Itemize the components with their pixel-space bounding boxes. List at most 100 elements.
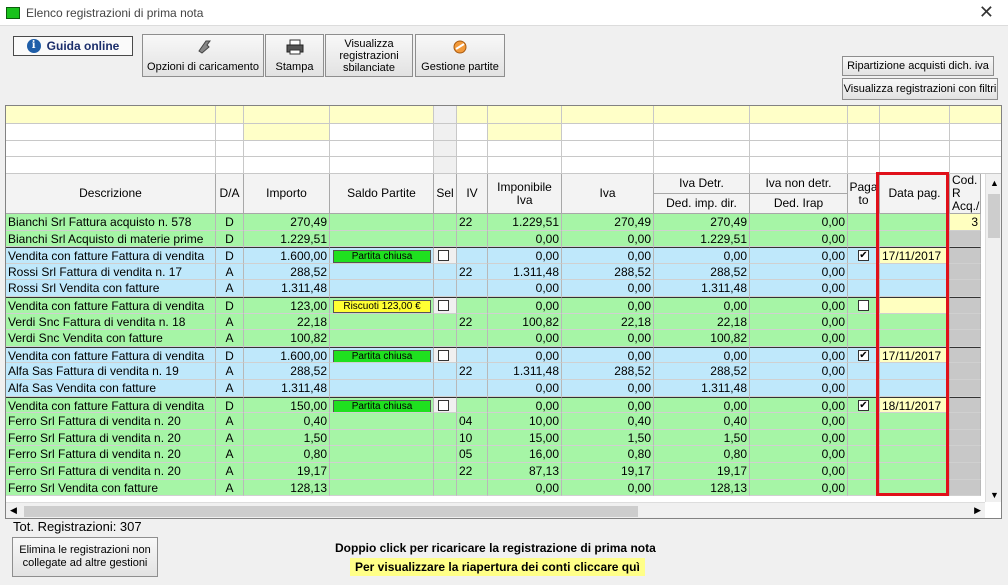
filter-cell[interactable] — [562, 141, 654, 157]
filter-cell[interactable] — [848, 157, 880, 174]
filter-cell[interactable] — [654, 141, 750, 157]
saldo-badge[interactable]: Partita chiusa — [333, 349, 431, 363]
filter-cell[interactable] — [950, 157, 1001, 174]
cell-saldo[interactable] — [330, 380, 434, 397]
cell-sel[interactable] — [434, 479, 457, 497]
elimina-registrazioni-button[interactable]: Elimina le registrazioni non collegate a… — [12, 537, 158, 577]
cell-saldo[interactable] — [330, 463, 434, 480]
col-importo[interactable]: Importo — [244, 174, 330, 214]
horizontal-scrollbar[interactable]: ◀ ▶ — [6, 502, 985, 518]
cell-sel[interactable] — [434, 446, 457, 463]
table-row[interactable]: Ferro Srl Fattura di vendita n. 20 A 0,80 0… — [6, 446, 981, 463]
guida-online-button[interactable]: i Guida online — [13, 36, 133, 56]
cell-saldo[interactable] — [330, 263, 434, 281]
cell-pag[interactable] — [848, 429, 880, 447]
vertical-scroll-thumb[interactable] — [988, 194, 1000, 238]
cell-saldo[interactable]: Partita chiusa — [330, 247, 434, 264]
cell-sel[interactable] — [434, 330, 457, 347]
cell-sel[interactable] — [434, 247, 457, 264]
filter-cell[interactable] — [488, 106, 562, 124]
filter-cell[interactable] — [457, 141, 488, 157]
scroll-up-icon[interactable]: ▲ — [990, 178, 999, 188]
filter-cell[interactable] — [654, 124, 750, 141]
filter-cell[interactable] — [488, 124, 562, 141]
filter-cell[interactable] — [216, 124, 244, 141]
table-row[interactable]: Vendita con fatture Fattura di vendita D 1… — [6, 297, 981, 314]
filter-cell[interactable] — [434, 141, 457, 157]
filter-cell[interactable] — [330, 157, 434, 174]
filter-cell[interactable] — [654, 106, 750, 124]
filter-cell[interactable] — [244, 157, 330, 174]
cell-pag[interactable] — [848, 297, 880, 314]
sel-checkbox[interactable] — [438, 300, 449, 311]
cell-pag[interactable] — [848, 463, 880, 480]
horizontal-scroll-thumb[interactable] — [24, 506, 638, 517]
col-iva-non-detr[interactable]: Iva non detr. — [750, 174, 848, 194]
saldo-badge[interactable]: Partita chiusa — [333, 250, 431, 263]
ripartizione-button[interactable]: Ripartizione acquisti dich. iva — [842, 56, 994, 76]
cell-pag[interactable]: ✔ — [848, 396, 880, 414]
filter-area[interactable] — [6, 106, 1001, 174]
col-pagato[interactable]: Paga to — [848, 174, 880, 214]
stampa-button[interactable]: Stampa — [265, 34, 324, 77]
cell-saldo[interactable] — [330, 363, 434, 380]
sel-checkbox[interactable] — [438, 250, 449, 262]
cell-saldo[interactable]: Partita chiusa — [330, 346, 434, 364]
filter-cell[interactable] — [6, 157, 216, 174]
pagato-checkbox[interactable]: ✔ — [858, 349, 869, 361]
table-row[interactable]: Ferro Srl Fattura di vendita n. 20 A 19,17… — [6, 463, 981, 480]
saldo-badge[interactable]: Riscuoti 123,00 € — [333, 300, 431, 313]
filter-cell[interactable] — [216, 157, 244, 174]
filter-cell[interactable] — [562, 124, 654, 141]
cell-pag[interactable] — [848, 280, 880, 297]
filter-cell[interactable] — [488, 141, 562, 157]
cell-pag[interactable] — [848, 446, 880, 463]
cell-sel[interactable] — [434, 346, 457, 364]
cell-saldo[interactable] — [330, 330, 434, 347]
col-data-pag[interactable]: Data pag. — [880, 174, 950, 214]
cell-sel[interactable] — [434, 280, 457, 297]
cell-sel[interactable] — [434, 429, 457, 447]
col-saldo-partite[interactable]: Saldo Partite — [330, 174, 434, 214]
filter-cell[interactable] — [216, 141, 244, 157]
opzioni-caricamento-button[interactable]: Opzioni di caricamento — [142, 34, 264, 77]
cell-saldo[interactable]: Riscuoti 123,00 € — [330, 297, 434, 314]
scroll-left-icon[interactable]: ◀ — [10, 505, 17, 515]
filter-cell[interactable] — [244, 106, 330, 124]
table-row[interactable]: Rossi Srl Fattura di vendita n. 17 A 288,5… — [6, 263, 981, 281]
filter-cell[interactable] — [950, 141, 1001, 157]
filter-cell[interactable] — [457, 157, 488, 174]
filter-cell[interactable] — [950, 124, 1001, 141]
scroll-right-icon[interactable]: ▶ — [974, 505, 981, 515]
cell-saldo[interactable] — [330, 479, 434, 497]
cell-pag[interactable] — [848, 413, 880, 430]
filter-cell[interactable] — [244, 124, 330, 141]
filter-cell[interactable] — [457, 106, 488, 124]
table-row[interactable]: Ferro Srl Fattura di vendita n. 20 A 1,50 1… — [6, 429, 981, 447]
cell-saldo[interactable] — [330, 313, 434, 331]
scroll-down-icon[interactable]: ▼ — [990, 490, 999, 500]
cell-sel[interactable] — [434, 413, 457, 430]
table-row[interactable]: Alfa Sas Fattura di vendita n. 19 A 288,52… — [6, 363, 981, 380]
col-sel[interactable]: Sel — [434, 174, 457, 214]
cell-saldo[interactable]: Partita chiusa — [330, 396, 434, 414]
cell-pag[interactable] — [848, 330, 880, 347]
table-row[interactable]: Ferro Srl Fattura di vendita n. 20 A 0,40 0… — [6, 413, 981, 430]
table-row[interactable]: Rossi Srl Vendita con fatture A 1.311,48 0,… — [6, 280, 981, 297]
col-cod[interactable]: Cod. R Acq./ — [950, 174, 981, 214]
table-row[interactable]: Alfa Sas Vendita con fatture A 1.311,48 0,0… — [6, 380, 981, 397]
pagato-checkbox[interactable]: ✔ — [858, 250, 869, 262]
filter-cell[interactable] — [330, 124, 434, 141]
filter-cell[interactable] — [330, 106, 434, 124]
visualizza-filtri-button[interactable]: Visualizza registrazioni con filtri — [842, 78, 998, 100]
sel-checkbox[interactable] — [438, 399, 449, 411]
filter-cell[interactable] — [457, 124, 488, 141]
filter-cell[interactable] — [6, 106, 216, 124]
table-row[interactable]: Vendita con fatture Fattura di vendita D 1… — [6, 396, 981, 414]
cell-saldo[interactable] — [330, 413, 434, 430]
filter-cell[interactable] — [848, 124, 880, 141]
cell-saldo[interactable] — [330, 214, 434, 231]
visualizza-sbilanciate-button[interactable]: Visualizza registrazioni sbilanciate — [325, 34, 413, 77]
filter-cell[interactable] — [330, 141, 434, 157]
saldo-badge[interactable]: Partita chiusa — [333, 399, 431, 413]
